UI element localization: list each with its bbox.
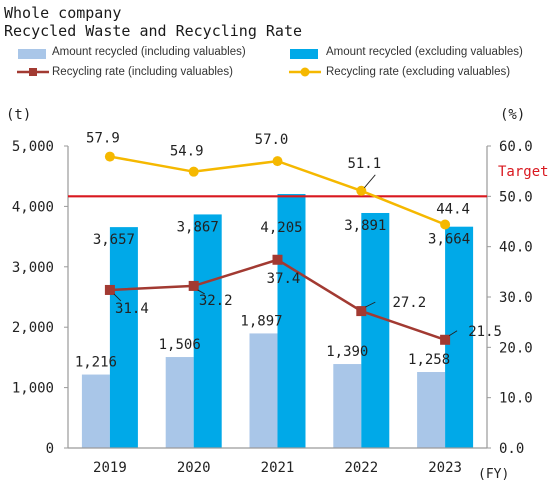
bar-incl-2021 (249, 333, 278, 448)
y-left-tick-label: 3,000 (12, 260, 54, 276)
point-incl-2021 (272, 254, 283, 265)
point-excl-2023 (440, 219, 451, 230)
data-label-bar-incl: 1,897 (240, 313, 282, 329)
data-label-rate-incl: 32.2 (199, 293, 233, 309)
legend-label-line-incl: Recycling rate (including valuables) (52, 66, 233, 78)
legend-swatch-line-incl (17, 68, 49, 76)
bar-excl-2020 (193, 214, 222, 448)
y-right-unit-label: (%) (500, 107, 525, 123)
y-left-tick-label: 0 (46, 441, 54, 457)
data-label-bar-incl: 1,258 (408, 352, 450, 368)
bar-excl-2022 (361, 212, 390, 448)
data-label-rate-excl: 44.4 (436, 202, 470, 218)
data-label-bar-excl: 3,657 (93, 232, 135, 248)
data-label-rate-excl: 54.9 (170, 144, 204, 160)
data-label-leader (365, 301, 376, 308)
y-left-tick-label: 4,000 (12, 199, 54, 215)
data-label-rate-excl: 51.1 (347, 156, 381, 172)
point-incl-2023 (440, 334, 451, 345)
data-label-rate-incl: 31.4 (115, 301, 149, 317)
y-left-unit-label: (t) (6, 107, 31, 123)
data-label-bar-incl: 1,216 (75, 355, 117, 371)
bar-incl-2022 (333, 364, 362, 448)
data-label-bar-excl: 3,891 (344, 218, 386, 234)
target-label: Target (498, 164, 549, 180)
data-label-leader (197, 289, 205, 295)
legend-label-bar-excl: Amount recycled (excluding valuables) (326, 46, 523, 58)
x-tick-label: 2020 (177, 460, 211, 476)
legend-swatch-bar-incl (18, 49, 46, 59)
x-tick-label: 2021 (261, 460, 295, 476)
bar-incl-2019 (81, 374, 110, 448)
x-tick-label: 2022 (344, 460, 378, 476)
bar-excl-2019 (109, 227, 138, 448)
y-right-tick-label: 40.0 (499, 240, 533, 256)
y-left-tick-label: 1,000 (12, 381, 54, 397)
x-unit-label: (FY) (478, 467, 509, 482)
y-right-tick-label: 0.0 (499, 441, 524, 457)
data-label-bar-incl: 1,506 (159, 337, 201, 353)
bar-incl-2023 (417, 372, 446, 448)
point-excl-2019 (104, 151, 115, 162)
y-left-tick-label: 2,000 (12, 320, 54, 336)
data-label-rate-excl: 57.0 (255, 132, 289, 148)
chart-title-line1: Whole company (4, 4, 122, 22)
data-label-bar-excl: 4,205 (260, 220, 302, 236)
legend-label-bar-incl: Amount recycled (including valuables) (52, 46, 246, 58)
point-excl-2021 (272, 156, 283, 167)
data-label-leader (363, 174, 376, 189)
data-label-leader (448, 330, 458, 337)
y-right-tick-label: 10.0 (499, 391, 533, 407)
y-left-tick-label: 5,000 (12, 139, 54, 155)
point-incl-2022 (356, 306, 367, 317)
data-label-rate-incl: 37.4 (267, 271, 301, 287)
legend-swatch-bar-excl (290, 49, 318, 59)
bar-incl-2020 (165, 357, 194, 448)
point-excl-2020 (188, 166, 199, 177)
y-right-tick-label: 60.0 (499, 139, 533, 155)
y-right-tick-label: 20.0 (499, 340, 533, 356)
chart-title-line2: Recycled Waste and Recycling Rate (4, 22, 303, 40)
point-incl-2019 (104, 284, 115, 295)
legend-swatch-line-excl (289, 67, 321, 77)
data-label-bar-incl: 1,390 (326, 344, 368, 360)
data-label-rate-incl: 27.2 (392, 295, 426, 311)
x-tick-label: 2023 (428, 460, 462, 476)
x-tick-label: 2019 (93, 460, 127, 476)
y-right-tick-label: 30.0 (499, 290, 533, 306)
data-label-leader (113, 293, 122, 302)
point-excl-2022 (356, 185, 367, 196)
bar-excl-2021 (277, 194, 306, 448)
point-incl-2020 (188, 280, 199, 291)
y-right-tick-label: 50.0 (499, 189, 533, 205)
data-label-bar-excl: 3,664 (428, 232, 470, 248)
legend-label-line-excl: Recycling rate (excluding valuables) (326, 66, 511, 78)
data-label-bar-excl: 3,867 (177, 219, 219, 235)
data-label-rate-excl: 57.9 (86, 131, 120, 147)
data-label-rate-incl: 21.5 (468, 324, 502, 340)
